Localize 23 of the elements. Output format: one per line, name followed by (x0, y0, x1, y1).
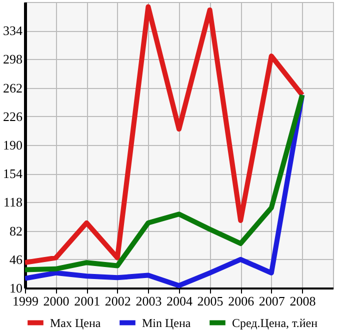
x-tick-label: 2006 (228, 294, 255, 308)
legend-label: Сред.Цена, т.йен (232, 316, 318, 330)
y-tick-label: 262 (3, 80, 22, 96)
y-tick-label: 190 (3, 138, 22, 152)
y-tick-label: 10 (10, 280, 22, 296)
y-tick-label: 334 (3, 23, 23, 38)
x-tick-label: 2004 (166, 294, 193, 308)
y-tick-label: 118 (3, 194, 22, 210)
legend-label: Max Цена (50, 316, 102, 330)
x-tick-label: 2005 (197, 294, 224, 308)
x-tick-label: 2001 (74, 294, 100, 308)
y-tick-label: 154 (3, 166, 23, 182)
legend-label: Min Цена (142, 316, 192, 330)
x-tick-label: 1999 (12, 294, 38, 308)
x-tick-label: 2000 (43, 294, 70, 308)
y-tick-label: 298 (3, 52, 22, 67)
y-tick-label: 46 (10, 252, 23, 267)
x-tick-label: 2003 (136, 294, 162, 308)
y-tick-label: 82 (10, 223, 22, 238)
x-tick-label: 2002 (104, 294, 131, 308)
x-tick-label: 2008 (290, 294, 316, 308)
y-tick-label: 226 (3, 108, 23, 124)
x-tick-label: 2007 (258, 294, 286, 308)
